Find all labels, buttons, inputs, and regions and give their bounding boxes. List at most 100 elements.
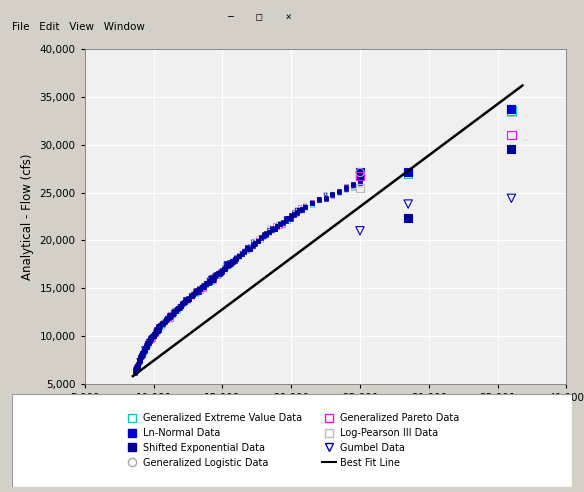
Point [273,223,282,231]
Point [138,350,147,358]
Point [140,347,150,355]
Point [134,358,144,366]
Point [273,223,282,231]
Point [507,145,516,153]
Point [151,329,160,337]
Point [135,356,144,364]
Point [141,340,151,348]
Point [355,169,364,177]
Point [178,298,187,306]
Point [230,257,239,265]
Point [137,352,147,360]
Point [314,195,324,203]
Point [196,283,205,291]
Point [220,265,230,273]
Point [259,231,268,239]
Point [211,271,220,278]
Point [251,237,260,245]
Point [176,302,186,310]
Point [193,288,202,296]
Point [281,214,290,222]
Point [142,341,152,349]
Point [223,261,232,269]
Point [146,334,155,342]
Point [142,344,151,352]
Point [200,283,209,291]
Text: File   Edit   View   Window: File Edit View Window [12,22,145,32]
Point [273,219,282,227]
Point [135,354,145,362]
Point [270,225,279,233]
Point [134,361,143,369]
Point [139,348,148,356]
Point [194,285,204,293]
Point [135,355,145,363]
Point [321,193,331,201]
Point [164,312,173,320]
Point [335,189,344,197]
Point [180,301,190,308]
Point [157,320,166,328]
Point [234,252,244,260]
Point [199,284,208,292]
Point [300,203,310,211]
Point [227,258,237,266]
Point [178,299,187,307]
Point [297,205,307,213]
Point [270,221,279,229]
Point [214,271,223,278]
Point [224,261,234,269]
Point [229,257,238,265]
Point [321,194,331,202]
Point [172,306,182,313]
Point [207,277,216,284]
Point [134,361,143,369]
Point [130,369,140,376]
Point [204,277,213,285]
Point [142,340,152,348]
Point [404,170,413,178]
Point [162,314,172,322]
Point [142,343,151,351]
Point [289,211,298,218]
Point [192,290,201,298]
Point [192,287,201,295]
Point [207,276,216,284]
Point [204,277,213,285]
Point [142,342,152,350]
Point [222,259,231,267]
Point [143,338,152,345]
Point [307,199,317,207]
Point [140,348,150,356]
Point [152,327,162,335]
Point [145,338,154,345]
Point [245,244,255,251]
Point [276,219,285,227]
Point [251,238,260,246]
Point [212,270,221,278]
Point [183,299,193,307]
Point [193,286,202,294]
Point [182,296,191,304]
Point [138,349,147,357]
Point [253,236,263,244]
Point [146,334,155,341]
Point [404,215,413,222]
Point [173,307,183,314]
Point [148,332,158,339]
Point [300,203,310,211]
Point [355,179,364,186]
Point [226,260,235,268]
Point [200,281,209,289]
Point [142,343,151,351]
Point [201,280,210,288]
Point [201,280,210,288]
Point [230,256,239,264]
Point [214,269,223,277]
Point [342,186,351,194]
Point [239,247,249,255]
Point [215,267,224,275]
Point [278,218,287,226]
Point [137,350,147,358]
Point [187,292,197,300]
